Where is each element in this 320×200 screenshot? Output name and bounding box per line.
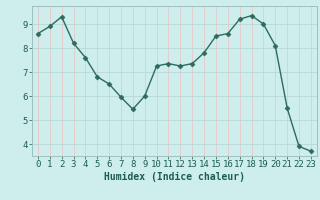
X-axis label: Humidex (Indice chaleur): Humidex (Indice chaleur) bbox=[104, 172, 245, 182]
